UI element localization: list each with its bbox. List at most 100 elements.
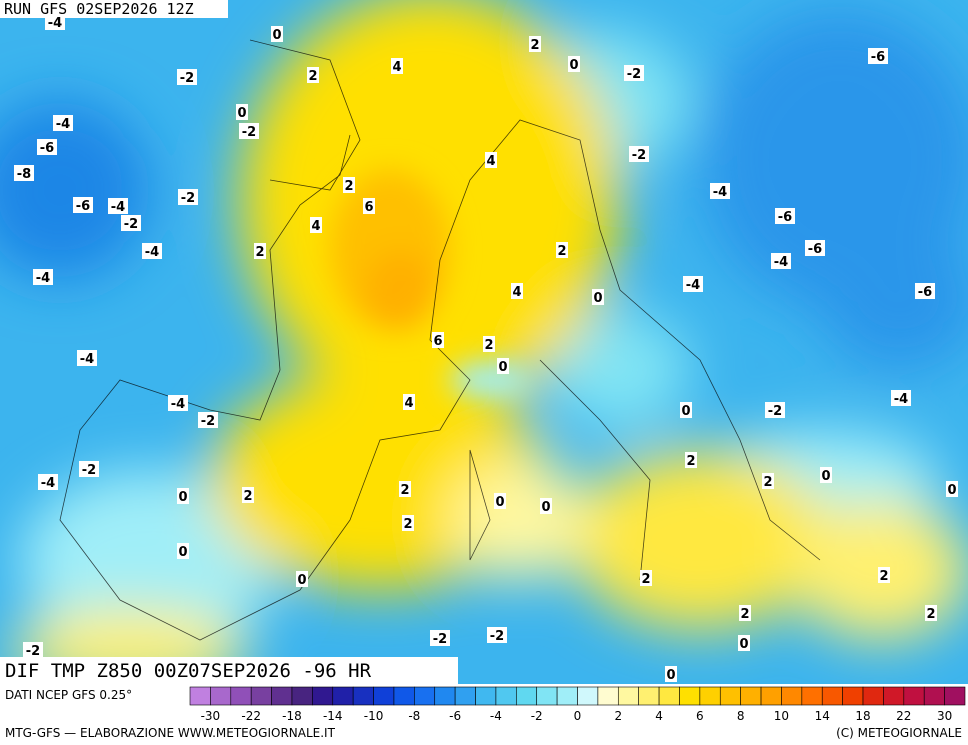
color-swatch (189, 686, 211, 706)
contour-label: 0 (947, 483, 956, 498)
contour-label: -2 (433, 632, 447, 647)
contour-label: 0 (178, 490, 187, 505)
contour-label-bg (868, 48, 888, 64)
contour-label: -2 (242, 125, 256, 140)
contour-label: 4 (512, 285, 521, 300)
contour-label-bg (494, 493, 506, 509)
contour-label-bg (540, 498, 552, 514)
contour-label: 2 (879, 569, 888, 584)
color-bar-label: -8 (408, 709, 420, 723)
contour-label-bg (775, 208, 795, 224)
contour-label-bg (640, 570, 652, 586)
contour-label-bg (391, 58, 403, 74)
color-bar-label: 30 (937, 709, 952, 723)
contour-label: -6 (76, 199, 90, 214)
color-bar-label: -22 (241, 709, 261, 723)
contour-label: 0 (178, 545, 187, 560)
color-swatch (291, 686, 313, 706)
contour-label-bg (310, 217, 322, 233)
contour-label-bg (629, 146, 649, 162)
contour-label-bg (77, 350, 97, 366)
color-bar-label: 10 (774, 709, 789, 723)
contour-label-bg (23, 642, 43, 658)
contour-label: -2 (627, 67, 641, 82)
color-swatch (903, 686, 925, 706)
color-swatch (923, 686, 945, 706)
contour-label-bg (683, 276, 703, 292)
color-swatch (781, 686, 803, 706)
temperature-field (0, 0, 968, 684)
color-bar-label: -18 (282, 709, 302, 723)
contour-label: 6 (433, 334, 442, 349)
color-swatch (556, 686, 578, 706)
contour-label-bg (946, 481, 958, 497)
contour-label-bg (738, 635, 750, 651)
contour-label-bg (38, 474, 58, 490)
contour-label-bg (483, 336, 495, 352)
contour-label: 0 (237, 106, 246, 121)
contour-label-bg (142, 243, 162, 259)
contour-label: -4 (171, 397, 185, 412)
contour-label-bg (771, 253, 791, 269)
color-swatch (740, 686, 762, 706)
contour-label: 0 (297, 573, 306, 588)
contour-label: -2 (768, 404, 782, 419)
contour-label: 2 (484, 338, 493, 353)
contour-label: 2 (308, 69, 317, 84)
color-swatch (495, 686, 517, 706)
contour-label: -8 (17, 167, 31, 182)
contour-label-bg (710, 183, 730, 199)
contour-label: 2 (641, 572, 650, 587)
contour-label-bg (430, 630, 450, 646)
contour-label: -4 (145, 245, 159, 260)
contour-label-bg (296, 571, 308, 587)
data-source: DATI NCEP GFS 0.25° (5, 688, 132, 702)
contour-label: -6 (40, 141, 54, 156)
contour-label: -4 (686, 278, 700, 293)
contour-label-bg (271, 26, 283, 42)
color-swatch (842, 686, 864, 706)
contour-label-bg (402, 515, 414, 531)
contour-label: -2 (26, 644, 40, 659)
contour-label-bg (805, 240, 825, 256)
color-swatch (230, 686, 252, 706)
contour-label-bg (307, 67, 319, 83)
color-swatch (516, 686, 538, 706)
color-bar-label: -4 (490, 709, 502, 723)
color-swatch (414, 686, 436, 706)
color-bar-label: 0 (574, 709, 582, 723)
color-bar-label: 14 (815, 709, 830, 723)
color-swatch (312, 686, 334, 706)
contour-label-bg (53, 115, 73, 131)
contour-label-bg (432, 332, 444, 348)
contour-label: 4 (392, 60, 401, 75)
contour-label: -6 (918, 285, 932, 300)
contour-label: 0 (739, 637, 748, 652)
contour-label: 2 (530, 38, 539, 53)
color-swatch (679, 686, 701, 706)
color-bar-label: 8 (737, 709, 745, 723)
contour-label: -2 (181, 191, 195, 206)
contour-label-bg (925, 605, 937, 621)
contour-label-bg (915, 283, 935, 299)
color-bar-label: -2 (531, 709, 543, 723)
contour-label-bg (73, 197, 93, 213)
color-bar-label: -14 (323, 709, 343, 723)
contour-label: -4 (894, 392, 908, 407)
contour-label-bg (37, 139, 57, 155)
contour-label: -4 (774, 255, 788, 270)
contour-label: -4 (713, 185, 727, 200)
contour-label: 4 (311, 219, 320, 234)
contour-label: -2 (201, 414, 215, 429)
color-swatch (475, 686, 497, 706)
contour-label-bg (762, 473, 774, 489)
color-swatch (883, 686, 905, 706)
contour-label-bg (891, 390, 911, 406)
contour-label-bg (485, 152, 497, 168)
color-bar-label: 6 (696, 709, 704, 723)
contour-label: -4 (48, 16, 62, 31)
color-bar-label: 2 (614, 709, 622, 723)
contour-label-bg (511, 283, 523, 299)
contour-label-bg (592, 289, 604, 305)
